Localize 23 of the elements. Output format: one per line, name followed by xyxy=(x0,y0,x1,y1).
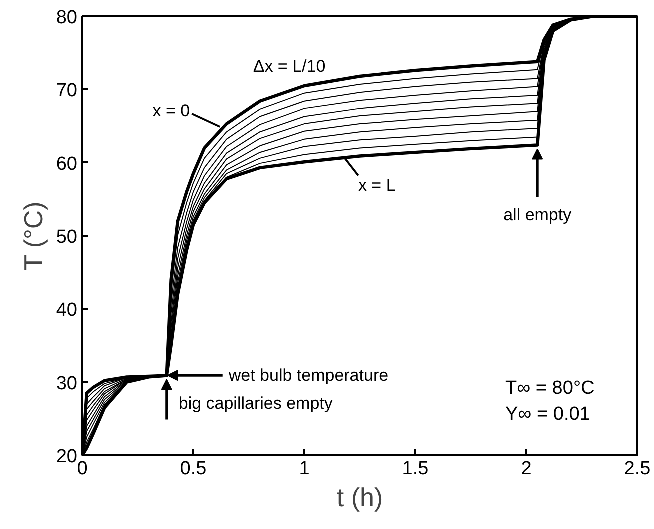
y-tick-label: 40 xyxy=(56,300,78,322)
x-tick-label: 1.5 xyxy=(402,458,429,480)
y-tick-label: 80 xyxy=(56,8,78,28)
x-axis-title: t (h) xyxy=(336,482,384,512)
y-tick-label: 30 xyxy=(56,373,78,394)
y-tick-label: 20 xyxy=(56,446,78,468)
annotation: wet bulb temperature xyxy=(228,366,389,386)
annotation: x = L xyxy=(358,176,396,196)
y-tick-label: 70 xyxy=(56,80,78,102)
y-tick-label: 60 xyxy=(56,154,78,175)
x-tick-label: 1 xyxy=(299,458,310,480)
annotation: Y∞ = 0.01 xyxy=(506,404,590,425)
x-tick-label: 0.5 xyxy=(180,458,207,480)
x-tick-label: 2.5 xyxy=(624,458,651,480)
x-tick-label: 0 xyxy=(77,458,88,480)
annotation: all empty xyxy=(504,205,572,224)
annotation: T∞ = 80°C xyxy=(506,378,595,399)
x-tick-label: 2 xyxy=(521,458,532,480)
annotation: x = 0 xyxy=(152,101,190,120)
annotation: big capillaries empty xyxy=(178,394,334,414)
y-tick-label: 50 xyxy=(56,227,78,248)
y-axis-title: T (°C) xyxy=(18,202,48,271)
annotation: Δx = L/10 xyxy=(253,57,326,76)
